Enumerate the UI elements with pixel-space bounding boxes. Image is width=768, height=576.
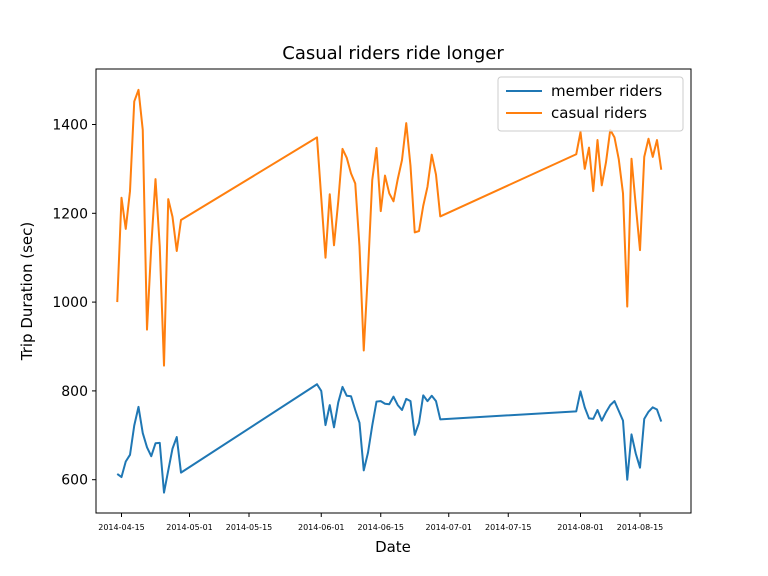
x-tick-label: 2014-05-01 [166,523,213,532]
x-tick-label: 2014-07-15 [485,523,532,532]
series-layer [116,88,663,494]
x-tick-label: 2014-05-15 [226,523,273,532]
legend: member riders casual riders [497,76,684,132]
x-tick-label: 2014-08-15 [617,523,664,532]
y-tick-label: 1200 [52,206,88,222]
plot-frame [95,68,692,514]
axes-layer: 2014-04-15 2014-05-01 2014-05-15 2014-06-01… [52,68,692,532]
series-line-casual [116,88,663,367]
x-tick-label: 2014-06-01 [298,523,345,532]
y-tick-label: 1400 [52,118,88,134]
y-tick-label: 800 [61,384,88,400]
series-line-member [116,383,663,494]
legend-box [497,76,684,132]
y-tick-label: 600 [61,473,88,489]
y-axis-label: Trip Duration (sec) [18,222,36,362]
chart-title: Casual riders ride longer [282,43,504,64]
y-tick-label: 1000 [52,295,88,311]
x-tick-label: 2014-04-15 [98,523,145,532]
x-tick-label: 2014-07-01 [426,523,473,532]
x-axis-label: Date [375,538,411,556]
x-tick-label: 2014-08-01 [557,523,604,532]
x-tick-label: 2014-06-15 [358,523,405,532]
legend-label-member: member riders [551,82,662,100]
legend-label-casual: casual riders [551,104,647,122]
